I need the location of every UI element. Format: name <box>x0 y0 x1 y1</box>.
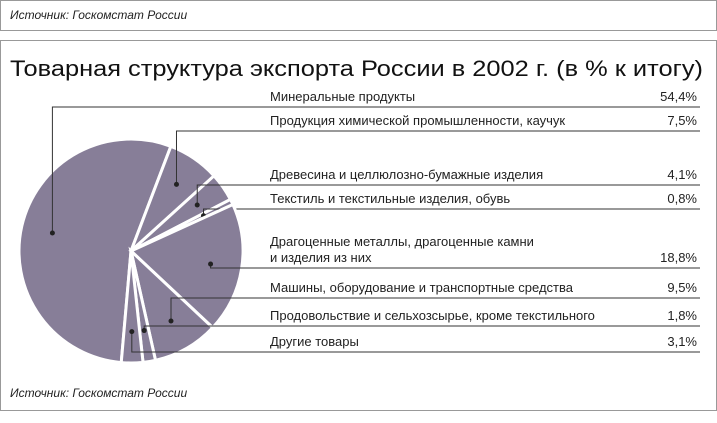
leader-line <box>175 130 700 185</box>
pie-slice <box>17 137 173 365</box>
leader-line <box>131 331 700 353</box>
legend-label: Продукция химической промышленности, кау… <box>270 113 566 128</box>
leader-dot <box>168 318 174 324</box>
source: Источник: Госкомстат России <box>10 386 187 400</box>
source: Источник: Госкомстат России <box>10 8 187 22</box>
leader-dot <box>49 230 55 236</box>
value-label: 3,1% <box>667 334 697 349</box>
legend-label: Древесина и целлюлозно-бумажные изделия <box>270 167 544 182</box>
leader-line <box>196 184 700 206</box>
legend-label: Текстиль и текстильные изделия, обувь <box>270 191 511 206</box>
value-label: 1,8% <box>667 308 697 323</box>
leader-dot <box>141 328 147 334</box>
leader-dot <box>194 202 200 208</box>
value-label: 18,8% <box>660 250 697 265</box>
pie-slice <box>128 202 245 330</box>
legend-label: Другие товары <box>270 334 359 349</box>
leader-line <box>203 208 700 216</box>
value-label: 7,5% <box>667 113 697 128</box>
leader-line <box>51 106 700 233</box>
chart-title: Товарная структура экспорта России в 200… <box>10 56 703 81</box>
leader-dot <box>208 261 214 267</box>
legend-label: Драгоценные металлы, драгоценные камни и… <box>270 234 534 265</box>
legend-label: Машины, оборудование и транспортные сред… <box>270 280 573 295</box>
value-label: 0,8% <box>667 191 697 206</box>
legend-label: Минеральные продукты <box>270 89 416 104</box>
value-label: 9,5% <box>667 280 697 295</box>
leader-line <box>170 297 700 322</box>
value-label: 4,1% <box>667 167 697 182</box>
leader-dot <box>173 181 179 187</box>
leader-dot <box>129 329 135 335</box>
legend-label: Продовольствие и сельхозсырье, кроме тек… <box>270 308 595 323</box>
pie-slice <box>119 250 145 365</box>
value-label: 54,4% <box>660 89 697 104</box>
leader-line <box>143 325 700 331</box>
